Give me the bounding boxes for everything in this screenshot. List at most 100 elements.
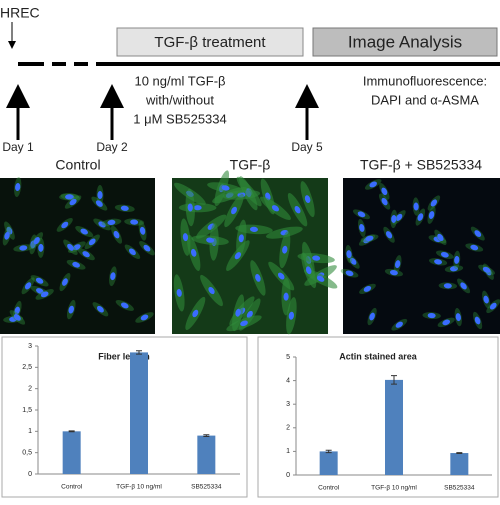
chart-title: Actin stained area xyxy=(339,351,418,361)
y-tick-label: 2,5 xyxy=(22,364,32,371)
bar xyxy=(62,431,81,474)
y-tick-label: 1 xyxy=(286,448,290,455)
nucleus xyxy=(470,244,479,251)
nucleus xyxy=(483,295,489,304)
nucleus xyxy=(97,191,103,200)
nucleus xyxy=(474,230,482,237)
nucleus xyxy=(206,237,215,243)
nucleus xyxy=(68,305,74,314)
nucleus xyxy=(120,205,129,211)
nucleus xyxy=(489,302,497,310)
nucleus xyxy=(95,200,103,207)
nucleus xyxy=(345,270,354,276)
nucleus xyxy=(427,312,436,319)
nucleus xyxy=(176,288,182,297)
nucleus xyxy=(294,205,301,214)
error-bar xyxy=(136,350,142,355)
nucleus xyxy=(271,205,280,212)
treatment-label: TGF-β treatment xyxy=(154,34,266,51)
nucleus xyxy=(15,183,21,192)
nucleus xyxy=(238,234,244,243)
nucleus xyxy=(143,244,151,252)
nucleus xyxy=(72,261,80,268)
nucleus xyxy=(282,245,288,254)
nucleus xyxy=(231,206,237,215)
day-label: Day 1 xyxy=(2,140,34,154)
nucleus xyxy=(38,243,44,252)
bar xyxy=(385,379,403,475)
nucleus xyxy=(73,244,81,251)
nucleus xyxy=(430,199,438,207)
nucleus xyxy=(35,277,44,284)
nucleus xyxy=(107,219,116,226)
error-bar xyxy=(325,449,332,454)
nucleus xyxy=(449,266,458,272)
nucleus xyxy=(19,245,28,251)
bar xyxy=(130,352,148,474)
error-bar xyxy=(68,430,75,433)
nucleus xyxy=(395,213,403,221)
panel-label: TGF-β xyxy=(230,157,271,173)
day-label: Day 2 xyxy=(96,140,128,154)
x-tick-label: TGF-β 10 ng/ml xyxy=(116,484,162,491)
analysis-label: Image Analysis xyxy=(348,32,462,51)
nucleus xyxy=(221,185,230,191)
x-tick-label: Control xyxy=(318,485,340,492)
x-tick-label: SB525334 xyxy=(444,485,475,492)
nucleus xyxy=(36,288,44,294)
nucleus xyxy=(288,311,295,320)
nucleus xyxy=(139,226,146,235)
nucleus xyxy=(365,235,374,242)
nucleus xyxy=(14,306,20,315)
nucleus xyxy=(33,237,40,245)
treatment-box xyxy=(116,27,304,57)
y-tick-label: 0,5 xyxy=(22,450,32,457)
nucleus xyxy=(312,255,321,261)
nucleus xyxy=(385,231,393,239)
nucleus xyxy=(283,292,289,301)
nucleus xyxy=(277,272,285,280)
y-tick-label: 2 xyxy=(28,386,32,393)
nucleus xyxy=(428,211,435,219)
y-tick-label: 4 xyxy=(286,377,290,384)
nucleus xyxy=(389,269,398,276)
analysis-text: DAPI and α-ASMA xyxy=(371,92,479,107)
y-tick-label: 0 xyxy=(286,472,290,479)
y-tick-label: 0 xyxy=(28,471,32,478)
nucleus xyxy=(182,233,189,242)
nucleus xyxy=(346,250,352,259)
nucleus xyxy=(369,181,377,188)
nucleus xyxy=(80,228,88,235)
nucleus xyxy=(4,231,10,240)
nucleus xyxy=(234,252,242,260)
day-label: Day 5 xyxy=(291,140,323,154)
panel-label: Control xyxy=(55,157,100,173)
error-bar xyxy=(203,434,210,437)
nucleus xyxy=(96,305,104,313)
treatment-text: 10 ng/ml TGF-β xyxy=(134,73,225,88)
nucleus xyxy=(249,226,258,232)
nucleus xyxy=(82,251,90,258)
nucleus xyxy=(62,278,68,286)
nucleus xyxy=(235,308,241,317)
nucleus xyxy=(413,202,419,211)
error-bar xyxy=(391,375,397,385)
nucleus xyxy=(316,275,325,282)
nucleus xyxy=(359,224,365,232)
nucleus xyxy=(437,233,444,241)
nucleus xyxy=(208,286,215,295)
nucleus xyxy=(394,260,401,269)
nucleus xyxy=(187,203,193,212)
nucleus xyxy=(417,213,424,221)
nucleus xyxy=(460,282,467,290)
y-tick-label: 1,5 xyxy=(22,407,32,414)
nucleus xyxy=(391,214,397,223)
bar xyxy=(450,453,469,475)
bar xyxy=(197,435,216,474)
nucleus xyxy=(130,219,139,225)
y-tick-label: 3 xyxy=(28,343,32,350)
nucleus xyxy=(193,205,202,211)
nucleus xyxy=(98,221,106,228)
treatment-text: 1 μM SB525334 xyxy=(133,111,227,126)
